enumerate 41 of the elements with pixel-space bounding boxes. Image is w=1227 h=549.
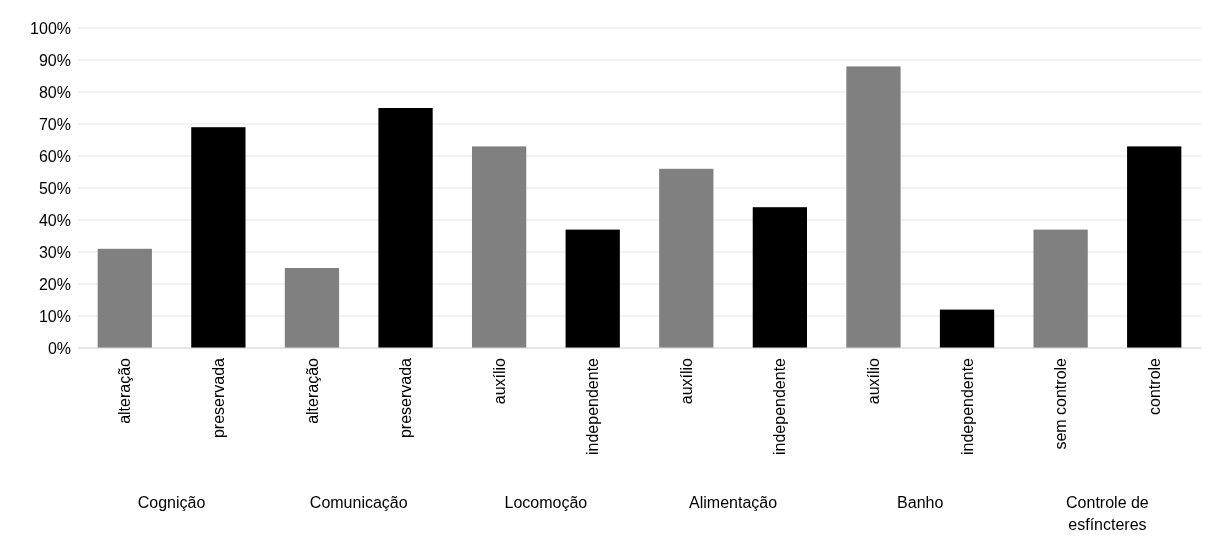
y-tick-label: 80% bbox=[38, 83, 71, 101]
bar bbox=[471, 146, 527, 348]
text: Comunicação bbox=[309, 494, 408, 511]
bar bbox=[1033, 229, 1088, 348]
bar bbox=[378, 108, 433, 348]
x-tick-label: auxílio bbox=[677, 357, 695, 405]
y-tick-label: 0% bbox=[47, 339, 71, 357]
x-tick-label: sem controle bbox=[1052, 357, 1070, 450]
y-tick-label: 90% bbox=[38, 51, 71, 69]
bar bbox=[752, 207, 808, 348]
x-tick-label: preservada bbox=[209, 357, 227, 439]
y-tick-label: 70% bbox=[38, 115, 71, 133]
bar bbox=[846, 66, 901, 348]
bar bbox=[659, 168, 714, 348]
y-tick-label: 50% bbox=[38, 179, 71, 197]
y-tick-label: 10% bbox=[38, 307, 71, 325]
x-tick-label: alteração bbox=[303, 357, 321, 424]
x-tick-label: independente bbox=[771, 357, 789, 455]
bar bbox=[284, 268, 340, 348]
bar bbox=[1127, 146, 1182, 348]
y-tick-label: 60% bbox=[38, 147, 71, 165]
text: Controle de esfíncteres bbox=[1066, 494, 1149, 533]
bar bbox=[565, 229, 620, 348]
y-tick-label: 40% bbox=[38, 211, 71, 229]
x-tick-label: independente bbox=[584, 357, 602, 455]
bar bbox=[939, 309, 995, 348]
text: Cognição bbox=[137, 494, 206, 511]
bar bbox=[191, 127, 246, 348]
x-tick-label: alteração bbox=[116, 357, 134, 424]
y-tick-label: 30% bbox=[38, 243, 71, 261]
x-tick-label: independente bbox=[958, 357, 976, 455]
x-tick-label: auxílio bbox=[490, 357, 508, 405]
text: Alimentação bbox=[689, 494, 778, 511]
x-tick-label: controle bbox=[1145, 357, 1163, 415]
x-tick-label: preservada bbox=[397, 357, 415, 439]
bar bbox=[97, 248, 152, 348]
text: Banho bbox=[897, 494, 944, 511]
y-tick-label: 100% bbox=[30, 19, 71, 37]
text: Locomoção bbox=[504, 494, 588, 511]
x-tick-label: auxílio bbox=[865, 357, 883, 405]
y-tick-label: 20% bbox=[38, 275, 71, 293]
